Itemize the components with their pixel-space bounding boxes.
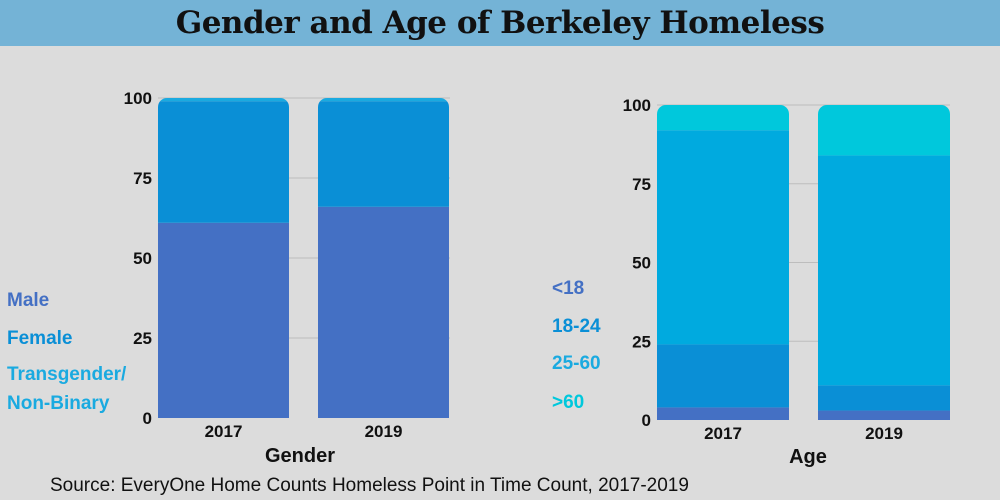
age-bar-2017-18-24 (657, 344, 789, 408)
age-ytick-label: 75 (632, 175, 651, 194)
legend-25-60: 25-60 (552, 353, 601, 374)
legend-female: Female (7, 328, 73, 349)
source-note: Source: EveryOne Home Counts Homeless Po… (50, 475, 689, 496)
gender-bar-2017-male (158, 222, 289, 418)
age-ytick-label: 100 (623, 96, 651, 115)
age-axis-title: Age (789, 446, 827, 468)
age-bar-2017--60 (657, 105, 789, 131)
gender-bar-group-2019 (318, 98, 449, 418)
gender-xtick-label: 2017 (205, 422, 243, 441)
gender-bar-2019-transgender-non-binary (318, 98, 449, 102)
legend-under-18: <18 (552, 278, 585, 299)
age-bar-2019-25-60 (818, 155, 950, 386)
gender-bar-2017-transgender-non-binary (158, 98, 289, 102)
gender-bar-2019-female (318, 101, 449, 207)
age-ytick-label: 25 (632, 332, 651, 351)
gender-bar-2017-female (158, 101, 289, 223)
gender-ytick-label: 100 (124, 89, 152, 108)
legend-non-binary: Non-Binary (7, 393, 110, 414)
gender-ytick-label: 0 (143, 409, 152, 428)
age-bar-2017-25-60 (657, 130, 789, 345)
age-ytick-label: 0 (642, 411, 651, 430)
gender-axis-title: Gender (265, 445, 335, 467)
gender-ytick-label: 25 (133, 329, 152, 348)
age-bar-group-2017 (657, 105, 789, 420)
title-bar: Gender and Age of Berkeley Homeless (0, 0, 1000, 46)
chart-title: Gender and Age of Berkeley Homeless (175, 5, 825, 41)
legend-18-24: 18-24 (552, 316, 601, 337)
age-bar-2019-18-24 (818, 385, 950, 411)
age-bar-2017--18 (657, 407, 789, 420)
gender-bar-group-2017 (158, 98, 289, 418)
gender-xtick-label: 2019 (365, 422, 403, 441)
legend-over-60: >60 (552, 392, 585, 413)
gender-ytick-label: 50 (133, 249, 152, 268)
age-ytick-label: 50 (632, 254, 651, 273)
age-bar-group-2019 (818, 105, 950, 420)
age-xtick-label: 2019 (865, 424, 903, 443)
legend-transgender: Transgender/ (7, 364, 127, 385)
legend-male: Male (7, 290, 50, 311)
age-bar-2019--60 (818, 105, 950, 156)
gender-ytick-label: 75 (133, 169, 152, 188)
gender-bar-2019-male (318, 206, 449, 418)
age-xtick-label: 2017 (704, 424, 742, 443)
age-bar-2019--18 (818, 410, 950, 420)
